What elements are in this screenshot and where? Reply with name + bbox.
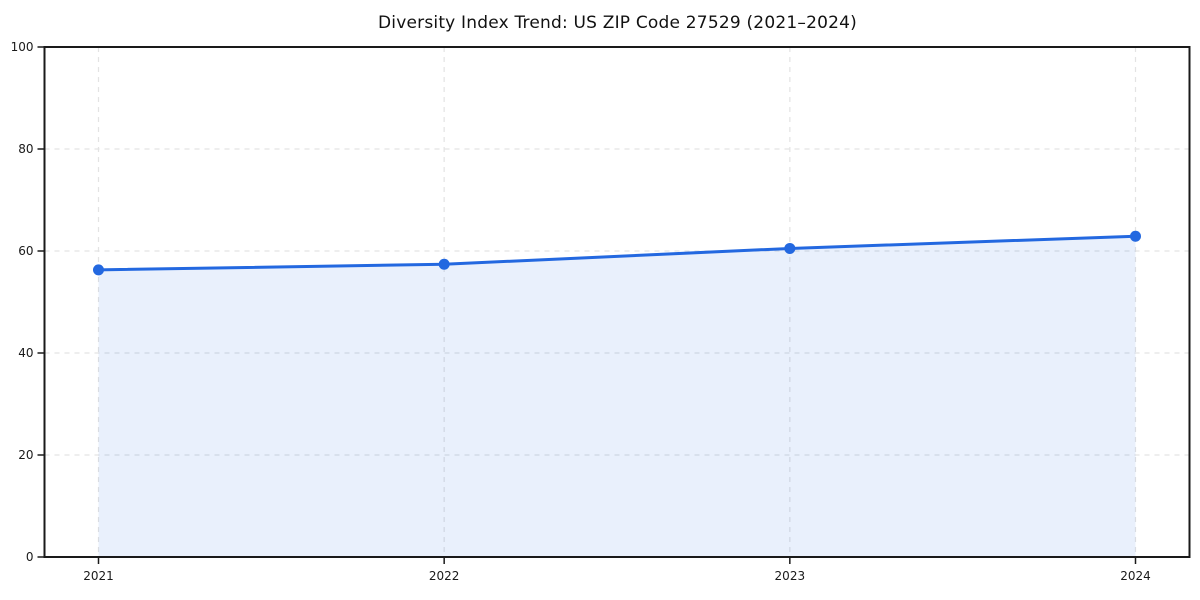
y-axis-tick-label: 80 [18, 142, 33, 156]
data-point-marker [438, 258, 450, 270]
y-axis-tick-label: 60 [18, 244, 33, 258]
x-axis-tick-label: 2024 [1120, 569, 1151, 583]
data-point-marker [1130, 230, 1141, 242]
chart-title: Diversity Index Trend: US ZIP Code 27529… [378, 13, 857, 33]
x-axis-tick-label: 2021 [83, 569, 114, 583]
area-fill [98, 236, 1136, 557]
y-axis-tick-label: 40 [18, 346, 33, 360]
y-axis-tick-label: 100 [11, 40, 34, 54]
plot-border [43, 46, 1191, 558]
y-axis-tick-label: 20 [18, 448, 33, 462]
data-point-marker [93, 264, 104, 276]
data-point-marker [784, 242, 796, 254]
axis-ticks-and-labels: 0 20 40 60 80 100 2021 2022 2023 2024 [11, 40, 1151, 583]
y-axis-tick-label: 0 [26, 550, 34, 564]
x-axis-tick-label: 2023 [775, 569, 806, 583]
x-axis-tick-label: 2022 [429, 569, 460, 583]
trend-line [97, 234, 1137, 272]
